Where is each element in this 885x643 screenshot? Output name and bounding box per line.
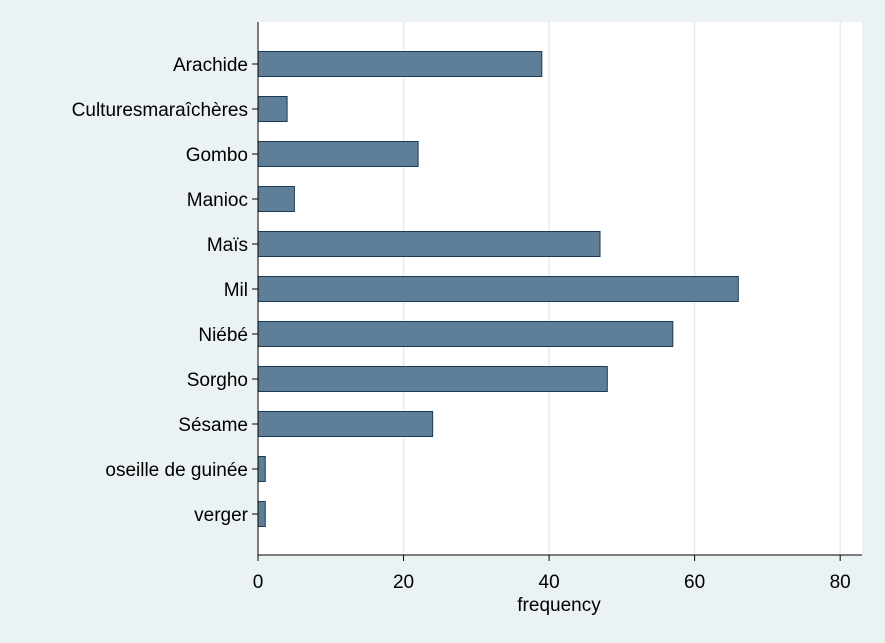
x-tick-label: 40	[539, 572, 560, 593]
bar	[257, 366, 608, 392]
category-label: Maïs	[207, 235, 248, 256]
category-label: verger	[194, 505, 249, 526]
bar	[257, 96, 288, 122]
category-label: Arachide	[173, 55, 248, 76]
bar	[257, 321, 674, 347]
bars	[257, 51, 739, 527]
category-labels: Arachide Culturesmaraîchères Gombo Manioc Ma…	[72, 55, 258, 526]
x-axis-title: frequency	[517, 595, 601, 616]
category-label: Sésame	[178, 415, 248, 436]
bar	[257, 501, 266, 527]
category-label: Sorgho	[187, 370, 248, 391]
category-label: oseille de guinée	[105, 460, 248, 481]
category-label: Mil	[224, 280, 248, 301]
bar	[257, 186, 295, 212]
x-axis-ticks: 0 20 40 60 80	[253, 555, 851, 593]
bar	[257, 231, 601, 257]
x-tick-label: 0	[253, 572, 264, 593]
x-tick-label: 80	[830, 572, 851, 593]
category-label: Gombo	[186, 145, 248, 166]
x-tick-label: 20	[393, 572, 414, 593]
bar	[257, 276, 739, 302]
bar	[257, 51, 543, 77]
category-label: Manioc	[187, 190, 248, 211]
category-label: Niébé	[198, 325, 248, 346]
x-tick-label: 60	[684, 572, 705, 593]
category-label: Culturesmaraîchères	[72, 100, 248, 121]
bar	[257, 411, 434, 437]
bar	[257, 141, 419, 167]
bar	[257, 456, 266, 482]
